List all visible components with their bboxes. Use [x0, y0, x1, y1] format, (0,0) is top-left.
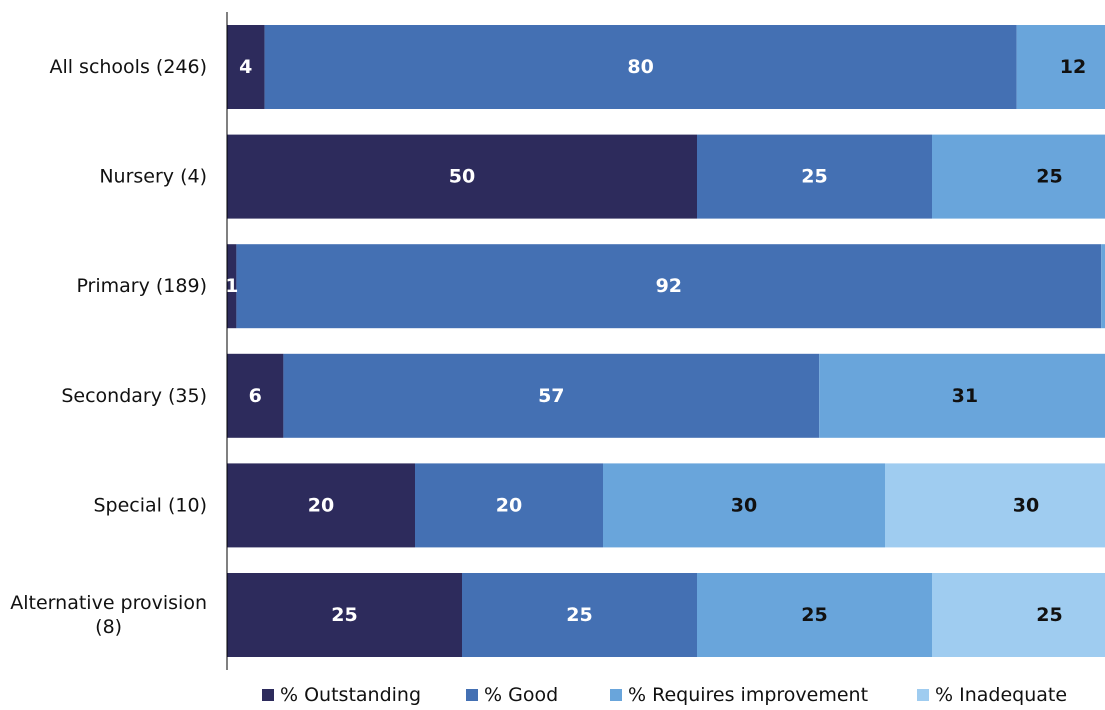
- bar-segment: [697, 573, 932, 657]
- legend-swatch: [262, 689, 274, 701]
- category-label: Special (10): [94, 494, 208, 516]
- bar-segment: [885, 463, 1105, 548]
- bar-segment: [603, 463, 885, 548]
- data-label: 30: [1013, 494, 1039, 516]
- category-label: Alternative provision: [10, 592, 207, 614]
- data-label: 30: [731, 494, 757, 516]
- data-label: 57: [538, 385, 564, 407]
- bar-segment: [932, 573, 1105, 657]
- data-label: 25: [801, 604, 827, 626]
- bar-segment: [697, 134, 932, 219]
- legend-label: % Good: [484, 684, 558, 706]
- bar-segment: [415, 463, 603, 548]
- bar-segment: [1016, 25, 1105, 109]
- category-label: Primary (189): [76, 275, 207, 297]
- legend-swatch: [917, 689, 929, 701]
- bar-segment: [462, 573, 697, 657]
- bar-segment: [227, 353, 284, 438]
- legend-label: % Inadequate: [935, 684, 1067, 706]
- data-label: 25: [1036, 166, 1062, 188]
- data-label: 31: [952, 385, 978, 407]
- data-label: 20: [496, 494, 522, 516]
- data-label: 20: [308, 494, 334, 516]
- bar-segment: [227, 244, 237, 329]
- data-label: 4: [239, 56, 252, 78]
- bar-segment: [236, 244, 1102, 329]
- category-label: All schools (246): [49, 56, 207, 78]
- legend-swatch: [466, 689, 478, 701]
- data-label: 25: [801, 166, 827, 188]
- category-label: Nursery (4): [99, 166, 207, 188]
- legend-label: % Outstanding: [280, 684, 421, 706]
- bar-segment: [227, 573, 462, 657]
- data-label: 92: [656, 275, 682, 297]
- bar-segment: [932, 134, 1105, 219]
- legend-label: % Requires improvement: [628, 684, 868, 706]
- legend-swatch: [610, 689, 622, 701]
- category-label: (8): [95, 616, 122, 638]
- data-label: 80: [627, 56, 653, 78]
- bar-segment: [227, 134, 697, 219]
- data-label: 25: [331, 604, 357, 626]
- bar-segment: [283, 353, 820, 438]
- data-label: 6: [249, 385, 262, 407]
- bar-segment: [227, 463, 415, 548]
- data-label: 1: [225, 275, 238, 297]
- data-label: 12: [1060, 56, 1086, 78]
- data-label: 25: [566, 604, 592, 626]
- bar-segment: [1101, 244, 1105, 329]
- bar-segment: [264, 25, 1017, 109]
- bar-segment: [227, 25, 265, 109]
- data-label: 50: [449, 166, 475, 188]
- category-label: Secondary (35): [61, 385, 207, 407]
- data-label: 25: [1036, 604, 1062, 626]
- bar-segment: [819, 353, 1105, 438]
